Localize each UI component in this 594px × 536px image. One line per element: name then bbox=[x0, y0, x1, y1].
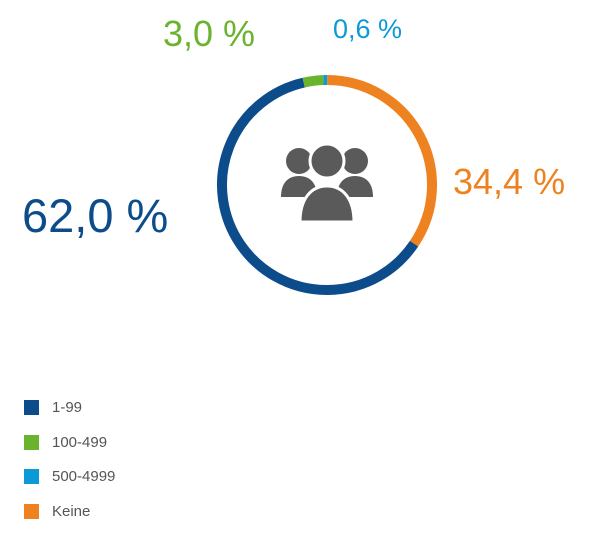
legend-swatch-keine bbox=[24, 504, 39, 519]
legend-label-1-99: 1-99 bbox=[52, 399, 82, 416]
legend-label-500-4999: 500-4999 bbox=[52, 468, 115, 485]
legend-item-1-99: 1-99 bbox=[24, 398, 115, 417]
legend-item-500-4999: 500-4999 bbox=[24, 467, 115, 486]
legend-swatch-1-99 bbox=[24, 400, 39, 415]
legend-label-100-499: 100-499 bbox=[52, 434, 107, 451]
legend-item-100-499: 100-499 bbox=[24, 433, 115, 452]
legend-item-keine: Keine bbox=[24, 502, 115, 521]
value-label-keine: 34,4 % bbox=[453, 164, 565, 200]
legend: 1-99 100-499 500-4999 Keine bbox=[24, 398, 115, 536]
legend-label-keine: Keine bbox=[52, 503, 90, 520]
value-label-100-499: 3,0 % bbox=[163, 16, 255, 52]
value-label-1-99: 62,0 % bbox=[22, 192, 168, 239]
legend-swatch-100-499 bbox=[24, 435, 39, 450]
users-group-icon bbox=[281, 144, 373, 222]
donut-slice-100-499 bbox=[304, 80, 324, 83]
value-label-500-4999: 0,6 % bbox=[333, 16, 402, 43]
legend-swatch-500-4999 bbox=[24, 469, 39, 484]
